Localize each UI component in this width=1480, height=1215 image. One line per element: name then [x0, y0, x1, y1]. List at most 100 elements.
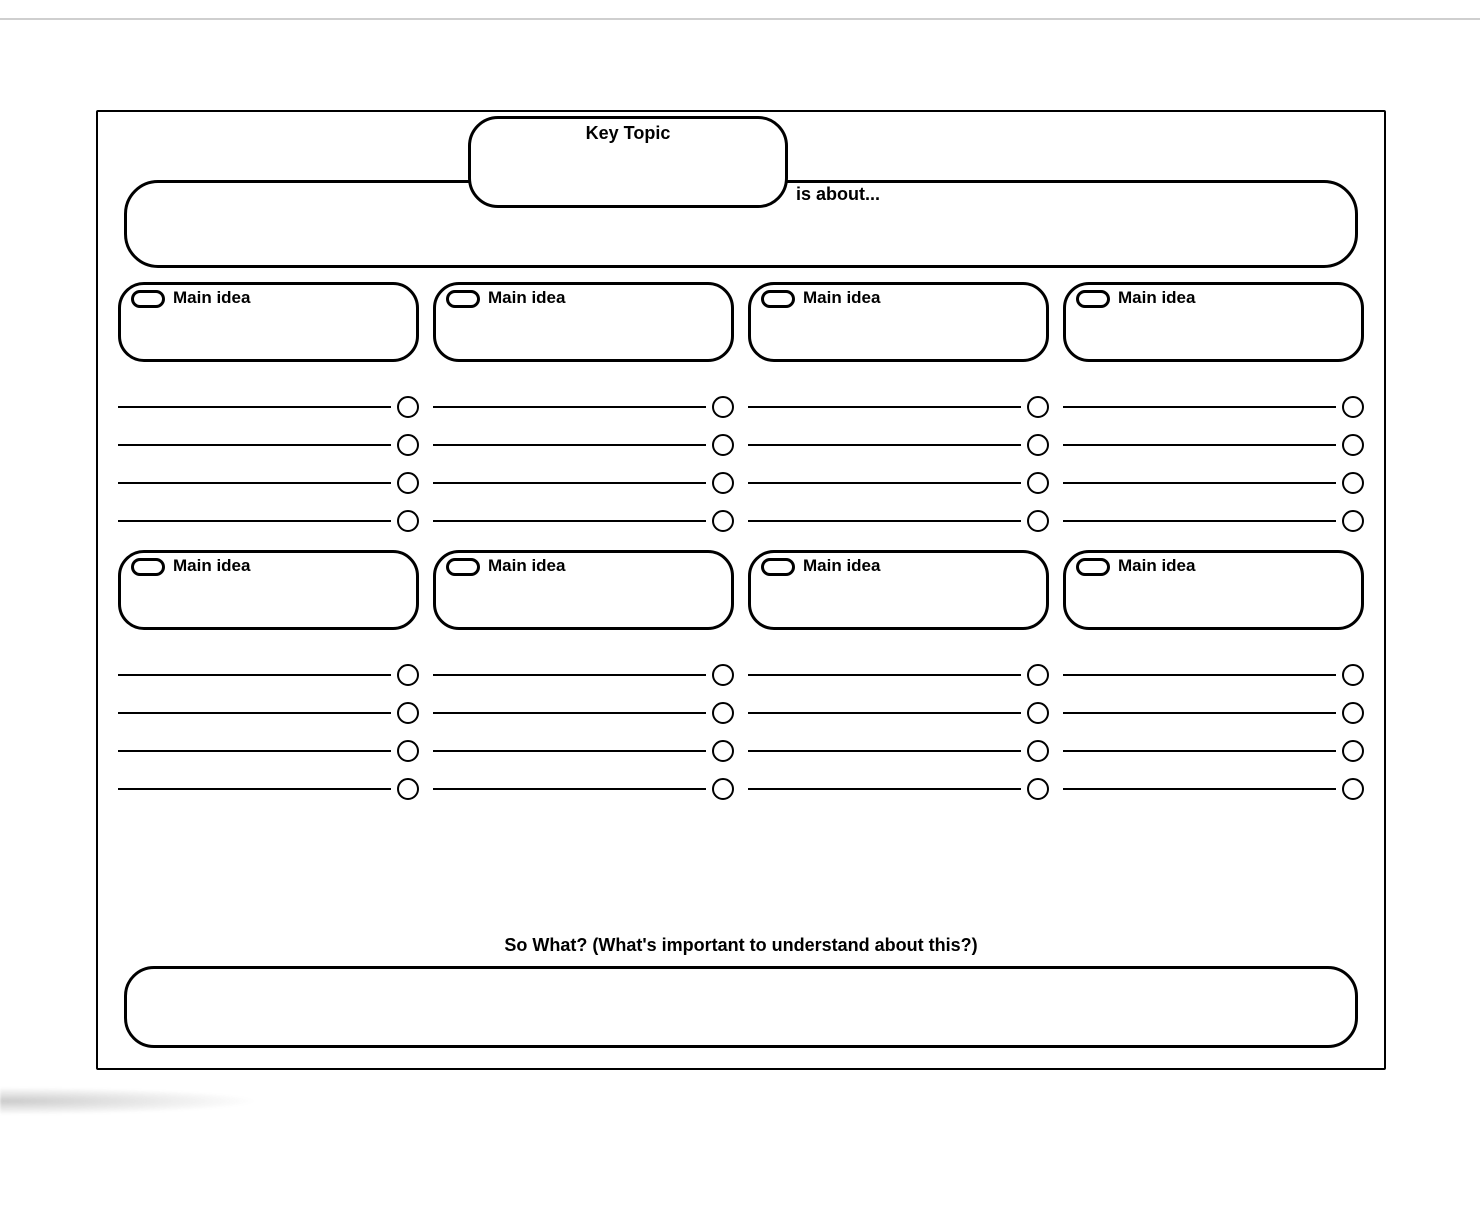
worksheet-frame: is about... Key Topic Main idea [96, 110, 1386, 1070]
detail-line [1063, 502, 1364, 540]
key-topic-label: Key Topic [586, 123, 671, 144]
main-idea-box: Main idea [118, 550, 419, 630]
header: is about... Key Topic [98, 112, 1384, 272]
detail-line [433, 464, 734, 502]
detail-circle-icon [1027, 778, 1049, 800]
main-idea-box: Main idea [433, 550, 734, 630]
main-idea-row: Main idea Main idea [118, 282, 1364, 540]
detail-circle-icon [1342, 472, 1364, 494]
detail-line [748, 732, 1049, 770]
main-idea-label: Main idea [803, 288, 880, 308]
detail-lines [748, 656, 1049, 808]
idea-number-tab [131, 290, 165, 308]
detail-circle-icon [397, 664, 419, 686]
detail-circle-icon [1342, 664, 1364, 686]
detail-circle-icon [1027, 740, 1049, 762]
detail-circle-icon [1342, 702, 1364, 724]
detail-line [748, 426, 1049, 464]
detail-line [433, 502, 734, 540]
detail-circle-icon [1027, 396, 1049, 418]
detail-circle-icon [1027, 434, 1049, 456]
detail-line [748, 694, 1049, 732]
main-idea-row: Main idea Main idea [118, 550, 1364, 808]
detail-circle-icon [1342, 740, 1364, 762]
detail-line [433, 388, 734, 426]
detail-circle-icon [1342, 510, 1364, 532]
idea-number-tab [446, 558, 480, 576]
main-idea-box: Main idea [748, 550, 1049, 630]
is-about-label: is about... [796, 184, 880, 205]
main-idea-col: Main idea [748, 282, 1049, 540]
detail-circle-icon [397, 740, 419, 762]
detail-circle-icon [397, 702, 419, 724]
detail-circle-icon [712, 472, 734, 494]
page: is about... Key Topic Main idea [0, 0, 1480, 1215]
detail-line [433, 694, 734, 732]
scan-artifact-line [0, 18, 1480, 20]
detail-line [1063, 426, 1364, 464]
main-idea-box: Main idea [1063, 550, 1364, 630]
detail-circle-icon [712, 434, 734, 456]
detail-circle-icon [712, 396, 734, 418]
detail-line [433, 732, 734, 770]
idea-number-tab [131, 558, 165, 576]
idea-number-tab [761, 558, 795, 576]
detail-circle-icon [712, 778, 734, 800]
main-idea-box: Main idea [1063, 282, 1364, 362]
main-idea-label: Main idea [803, 556, 880, 576]
detail-circle-icon [1027, 472, 1049, 494]
detail-line [118, 694, 419, 732]
detail-line [1063, 388, 1364, 426]
detail-line [433, 426, 734, 464]
detail-line [433, 770, 734, 808]
detail-line [748, 502, 1049, 540]
detail-circle-icon [712, 510, 734, 532]
detail-line [1063, 694, 1364, 732]
main-idea-label: Main idea [173, 556, 250, 576]
main-idea-grid: Main idea Main idea [118, 282, 1364, 816]
detail-line [1063, 464, 1364, 502]
main-idea-col: Main idea [748, 550, 1049, 808]
detail-circle-icon [397, 396, 419, 418]
detail-line [748, 770, 1049, 808]
detail-circle-icon [1027, 510, 1049, 532]
detail-circle-icon [712, 702, 734, 724]
main-idea-box: Main idea [748, 282, 1049, 362]
idea-number-tab [1076, 558, 1110, 576]
main-idea-col: Main idea [118, 550, 419, 808]
detail-line [118, 426, 419, 464]
detail-line [118, 464, 419, 502]
detail-line [748, 388, 1049, 426]
detail-lines [118, 656, 419, 808]
so-what-label: So What? (What's important to understand… [98, 935, 1384, 956]
idea-number-tab [1076, 290, 1110, 308]
detail-line [748, 656, 1049, 694]
main-idea-col: Main idea [1063, 282, 1364, 540]
detail-circle-icon [1027, 664, 1049, 686]
detail-lines [1063, 388, 1364, 540]
main-idea-box: Main idea [118, 282, 419, 362]
detail-line [1063, 732, 1364, 770]
detail-line [748, 464, 1049, 502]
main-idea-col: Main idea [433, 550, 734, 808]
detail-circle-icon [397, 472, 419, 494]
detail-line [118, 732, 419, 770]
idea-number-tab [761, 290, 795, 308]
main-idea-label: Main idea [1118, 556, 1195, 576]
main-idea-label: Main idea [488, 288, 565, 308]
detail-line [118, 770, 419, 808]
main-idea-col: Main idea [1063, 550, 1364, 808]
detail-line [1063, 770, 1364, 808]
main-idea-col: Main idea [433, 282, 734, 540]
detail-line [433, 656, 734, 694]
detail-circle-icon [397, 510, 419, 532]
detail-lines [433, 656, 734, 808]
main-idea-label: Main idea [488, 556, 565, 576]
detail-circle-icon [712, 664, 734, 686]
key-topic-box: Key Topic [468, 116, 788, 208]
so-what-box [124, 966, 1358, 1048]
detail-lines [433, 388, 734, 540]
main-idea-col: Main idea [118, 282, 419, 540]
detail-circle-icon [1342, 778, 1364, 800]
detail-circle-icon [1342, 396, 1364, 418]
